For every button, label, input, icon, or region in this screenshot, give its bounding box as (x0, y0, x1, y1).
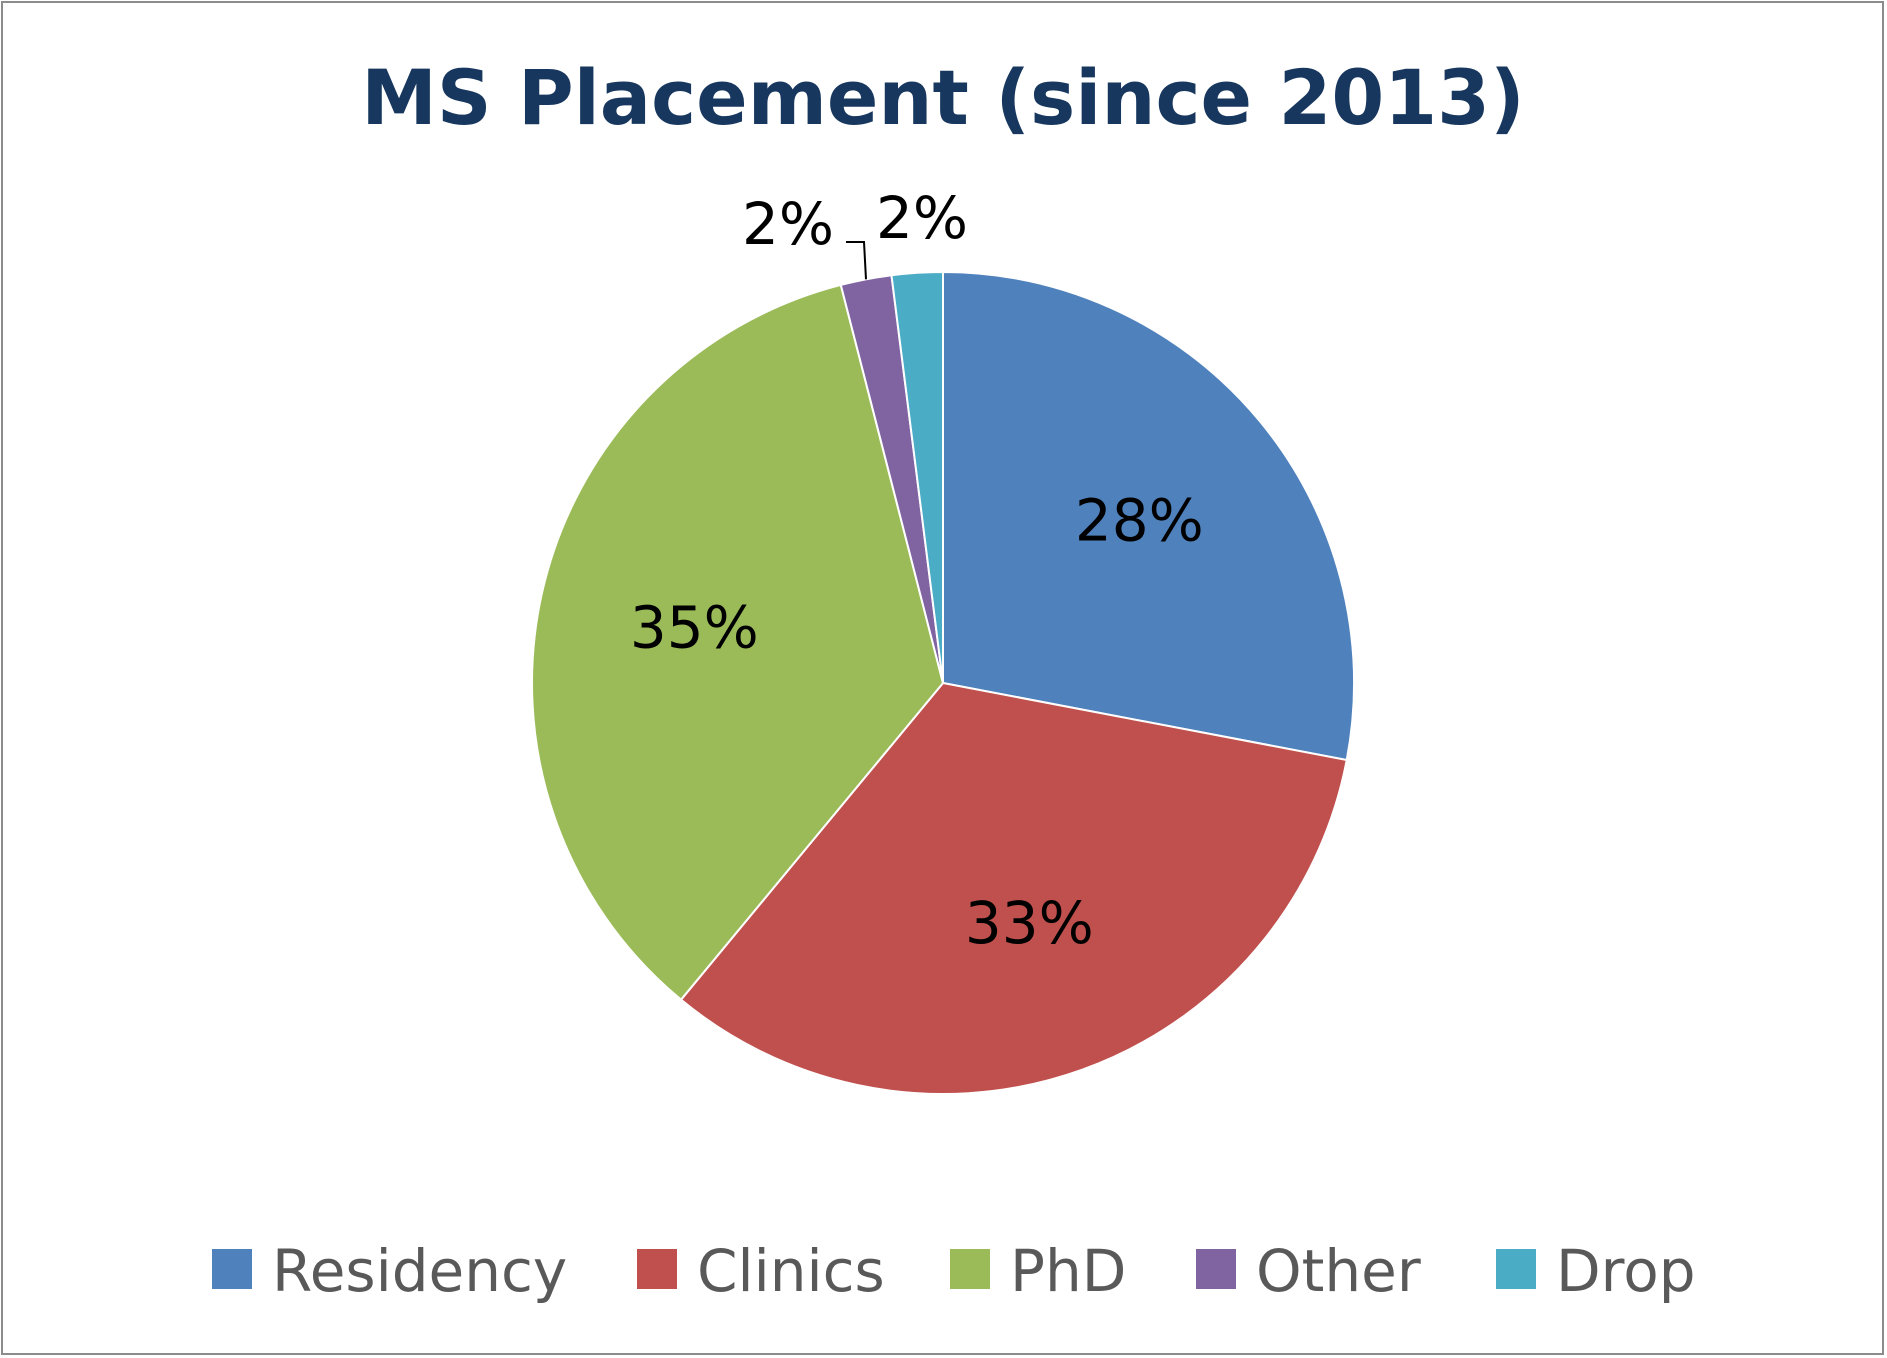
legend-label-drop: Drop (1556, 1237, 1696, 1305)
legend-item-phd: PhD (950, 1237, 1126, 1305)
data-label-other: 2% (742, 190, 834, 258)
legend: Residency Clinics PhD Other Drop (212, 1237, 1696, 1305)
legend-item-clinics: Clinics (637, 1237, 885, 1305)
legend-label-residency: Residency (272, 1237, 567, 1305)
pie-slice-residency (942, 270, 1355, 762)
legend-swatch-residency (212, 1249, 252, 1289)
pie-slice-phd (531, 283, 945, 1002)
chart-title: MS Placement (since 2013) (361, 53, 1525, 142)
legend-swatch-phd (950, 1249, 990, 1289)
legend-item-residency: Residency (212, 1237, 567, 1305)
data-label-drop: 2% (876, 184, 968, 252)
leader-line-other (846, 241, 867, 280)
pie-slices (531, 270, 1355, 1095)
data-label-clinics: 33% (965, 889, 1094, 957)
data-label-phd: 35% (630, 593, 759, 661)
legend-swatch-other (1196, 1249, 1236, 1289)
pie-slice-clinics (679, 681, 1348, 1095)
leader-lines (846, 241, 867, 280)
data-labels: 28% 33% 35% 2% 2% (630, 184, 1204, 957)
legend-item-drop: Drop (1496, 1237, 1696, 1305)
legend-swatch-drop (1496, 1249, 1536, 1289)
legend-label-clinics: Clinics (697, 1237, 885, 1305)
legend-item-other: Other (1196, 1237, 1421, 1305)
legend-swatch-clinics (637, 1249, 677, 1289)
legend-label-phd: PhD (1010, 1237, 1126, 1305)
pie-slice-drop (890, 270, 944, 684)
legend-label-other: Other (1256, 1237, 1421, 1305)
data-label-residency: 28% (1075, 487, 1204, 555)
